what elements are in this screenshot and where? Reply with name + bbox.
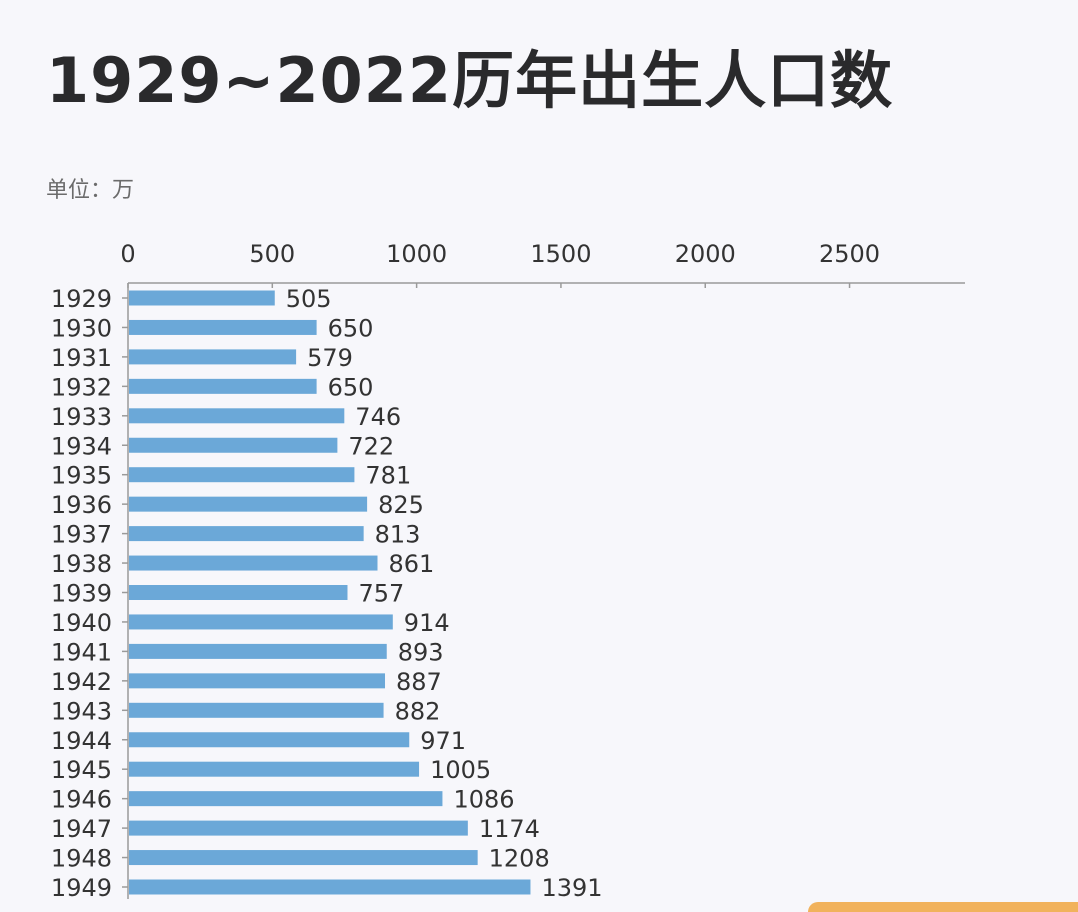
value-label-1940: 914 [404,609,450,637]
value-label-1933: 746 [355,403,401,431]
value-label-1942: 887 [396,668,442,696]
bar-1942 [129,673,386,689]
value-label-1944: 971 [420,727,466,755]
category-label: 1932 [51,373,112,401]
bar-1943 [129,702,384,718]
category-label: 1945 [51,756,112,784]
category-label: 1937 [51,521,112,549]
category-label: 1929 [51,285,112,313]
value-label-1938: 861 [389,550,435,578]
category-label: 1940 [51,609,112,637]
y-axis: 1929193019311932193319341935193619371938… [51,283,129,902]
category-label: 1939 [51,580,112,608]
category-label: 1938 [51,550,112,578]
value-label-1945: 1005 [430,756,491,784]
bar-1946 [129,791,443,807]
value-label-1946: 1086 [453,786,514,814]
value-label-1930: 650 [328,314,374,342]
bar-1933 [129,408,345,424]
category-label: 1935 [51,462,112,490]
bar-1938 [129,555,378,571]
bars [129,290,531,895]
value-label-1936: 825 [378,491,424,519]
x-tick-label: 500 [249,240,295,268]
value-label-1948: 1208 [489,845,550,873]
x-tick-label: 1500 [530,240,591,268]
value-label-1935: 781 [365,462,411,490]
x-tick-label: 1000 [386,240,447,268]
bar-1937 [129,526,364,542]
bar-1934 [129,437,338,453]
category-label: 1934 [51,432,112,460]
category-label: 1941 [51,638,112,666]
category-label: 1947 [51,815,112,843]
bar-1931 [129,349,297,365]
category-label: 1948 [51,845,112,873]
bar-1929 [129,290,275,306]
bar-1947 [129,820,468,836]
value-label-1937: 813 [375,521,421,549]
bar-1944 [129,732,410,748]
x-axis: 0 500 1000 1500 2000 2500 [120,240,965,288]
value-label-1932: 650 [328,373,374,401]
x-tick-label: 2500 [819,240,880,268]
category-label: 1933 [51,403,112,431]
bar-1939 [129,585,348,600]
category-label: 1949 [51,874,112,902]
value-label-1934: 722 [348,432,394,460]
value-label-1943: 882 [395,697,441,725]
value-label-1947: 1174 [479,815,540,843]
value-label-1939: 757 [358,580,404,608]
category-label: 1942 [51,668,112,696]
corner-decoration [808,902,1078,912]
bar-1941 [129,643,387,659]
category-label: 1931 [51,344,112,372]
value-label-1929: 505 [286,285,332,313]
bar-1940 [129,614,393,630]
bar-1932 [129,378,317,394]
value-label-1941: 893 [398,638,444,666]
bar-1935 [129,467,355,483]
category-label: 1944 [51,727,112,755]
x-tick-label: 2000 [675,240,736,268]
x-tick-label: 0 [120,240,135,268]
category-label: 1943 [51,697,112,725]
bar-1949 [129,879,531,895]
category-label: 1930 [51,314,112,342]
unit-label: 单位：万 [46,178,135,203]
bar-1948 [129,850,478,866]
value-labels: 5056505796507467227818258138617579148938… [286,285,603,902]
chart-title: 1929~2022历年出生人口数 [46,44,894,117]
value-label-1931: 579 [307,344,353,372]
category-label: 1946 [51,786,112,814]
bar-1936 [129,496,368,512]
category-label: 1936 [51,491,112,519]
bar-1930 [129,319,317,335]
value-label-1949: 1391 [541,874,602,902]
bar-1945 [129,761,420,777]
